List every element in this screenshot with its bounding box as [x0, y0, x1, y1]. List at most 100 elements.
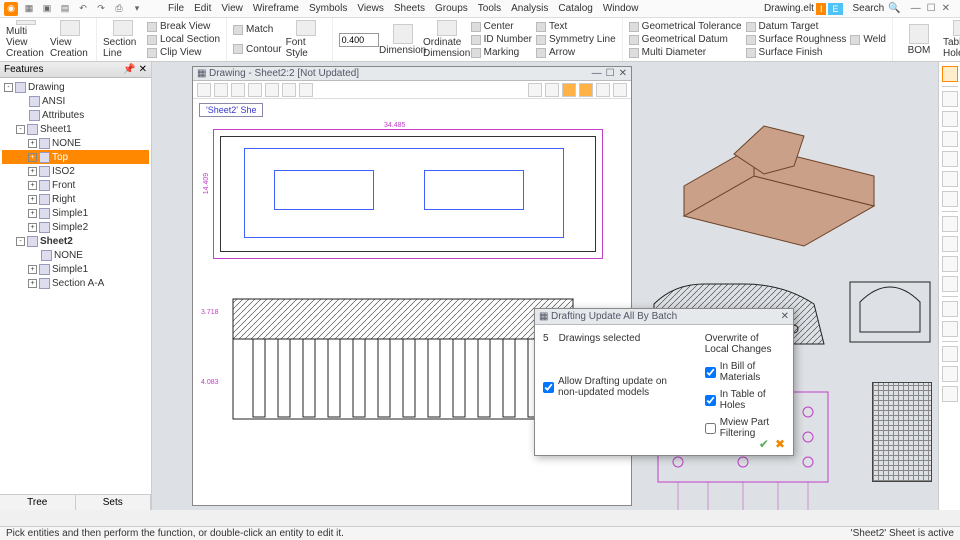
snap-tool[interactable]: [942, 366, 958, 382]
marking-button[interactable]: Marking: [471, 47, 532, 58]
doc-tool-7[interactable]: [299, 83, 313, 97]
doc-max-icon[interactable]: ☐: [606, 68, 615, 79]
close-icon[interactable]: ✕: [942, 3, 950, 14]
center-button[interactable]: Center: [471, 21, 532, 32]
doc-tool-4[interactable]: [248, 83, 262, 97]
search-box[interactable]: Search🔍: [853, 3, 901, 14]
spline-tool[interactable]: [942, 191, 958, 207]
text-button[interactable]: Text: [536, 21, 616, 32]
break-view-button[interactable]: Break View: [147, 21, 220, 32]
tree-node[interactable]: +Section A-A: [2, 276, 149, 290]
tree-node[interactable]: -Sheet1: [2, 122, 149, 136]
menu-views[interactable]: Views: [357, 3, 384, 14]
qat-more-icon[interactable]: ▾: [130, 2, 144, 16]
tree-node[interactable]: +Simple1: [2, 206, 149, 220]
select-tool[interactable]: [942, 66, 958, 82]
new-icon[interactable]: ▦: [22, 2, 36, 16]
tree-node[interactable]: NONE: [2, 248, 149, 262]
symmetry-button[interactable]: Symmetry Line: [536, 34, 616, 45]
measure-tool[interactable]: [942, 346, 958, 362]
surface-rough-button[interactable]: Surface Roughness: [746, 34, 847, 45]
offset-tool[interactable]: [942, 256, 958, 272]
multi-view-button[interactable]: Multi View Creation: [6, 20, 46, 59]
tab-badge-1[interactable]: I: [816, 3, 827, 15]
tree-node[interactable]: +Right: [2, 192, 149, 206]
doc-tool-8[interactable]: [528, 83, 542, 97]
id-number-button[interactable]: ID Number: [471, 34, 532, 45]
geo-datum-button[interactable]: Geometrical Datum: [629, 34, 742, 45]
table-holes-button[interactable]: Table of Holes: [943, 20, 960, 59]
doc-tool-6[interactable]: [282, 83, 296, 97]
tree-tab-sets[interactable]: Sets: [76, 495, 152, 510]
geo-tol-button[interactable]: Geometrical Tolerance: [629, 21, 742, 32]
doc-tool-12[interactable]: [596, 83, 610, 97]
mview-checkbox[interactable]: Mview Part Filtering: [705, 417, 785, 439]
document-window-header[interactable]: ▦ Drawing - Sheet2:2 [Not Updated] —☐✕: [193, 67, 631, 81]
menu-window[interactable]: Window: [603, 3, 639, 14]
rect-tool[interactable]: [942, 111, 958, 127]
settings-tool[interactable]: [942, 386, 958, 402]
tree-node[interactable]: +Front: [2, 178, 149, 192]
menu-wireframe[interactable]: Wireframe: [253, 3, 299, 14]
arrow-button[interactable]: Arrow: [536, 47, 616, 58]
mirror-tool[interactable]: [942, 276, 958, 292]
doc-tool-3[interactable]: [231, 83, 245, 97]
feature-tree[interactable]: -DrawingANSIAttributes-Sheet1+NONE+Top+I…: [0, 78, 151, 494]
menu-catalog[interactable]: Catalog: [558, 3, 592, 14]
datum-target-button[interactable]: Datum Target: [746, 21, 847, 32]
tree-node[interactable]: +Simple1: [2, 262, 149, 276]
features-pin-icon[interactable]: 📌 ✕: [123, 64, 147, 75]
tree-node[interactable]: -Sheet2: [2, 234, 149, 248]
extend-tool[interactable]: [942, 236, 958, 252]
sheet-tab[interactable]: 'Sheet2' She: [199, 103, 263, 117]
match-button[interactable]: Match: [233, 24, 282, 35]
maximize-icon[interactable]: ☐: [927, 3, 936, 14]
doc-min-icon[interactable]: —: [592, 68, 602, 79]
local-section-button[interactable]: Local Section: [147, 34, 220, 45]
toh-checkbox[interactable]: In Table of Holes: [705, 389, 785, 411]
minimize-icon[interactable]: —: [911, 3, 921, 14]
tree-node[interactable]: -Drawing: [2, 80, 149, 94]
clip-view-button[interactable]: Clip View: [147, 47, 220, 58]
save-icon[interactable]: ▤: [58, 2, 72, 16]
doc-tool-10[interactable]: [562, 83, 576, 97]
tree-node[interactable]: ANSI: [2, 94, 149, 108]
print-icon[interactable]: ⎙: [112, 2, 126, 16]
doc-tool-2[interactable]: [214, 83, 228, 97]
menu-sheets[interactable]: Sheets: [394, 3, 425, 14]
tree-node[interactable]: +Simple2: [2, 220, 149, 234]
circle-tool[interactable]: [942, 131, 958, 147]
surface-finish-button[interactable]: Surface Finish: [746, 47, 847, 58]
menu-analysis[interactable]: Analysis: [511, 3, 548, 14]
trim-tool[interactable]: [942, 216, 958, 232]
allow-update-checkbox[interactable]: Allow Drafting update on non-updated mod…: [543, 376, 685, 398]
view-creation-button[interactable]: View Creation: [50, 20, 90, 59]
menu-tools[interactable]: Tools: [478, 3, 501, 14]
tree-node[interactable]: +NONE: [2, 136, 149, 150]
menu-file[interactable]: File: [168, 3, 184, 14]
tree-node[interactable]: +Top: [2, 150, 149, 164]
menu-edit[interactable]: Edit: [194, 3, 211, 14]
font-style-button[interactable]: Font Style: [286, 20, 326, 59]
open-icon[interactable]: ▣: [40, 2, 54, 16]
undo-icon[interactable]: ↶: [76, 2, 90, 16]
doc-tool-13[interactable]: [613, 83, 627, 97]
section-line-button[interactable]: Section Line: [103, 20, 143, 59]
dialog-cancel-icon[interactable]: ✖: [775, 437, 785, 451]
ordinate-dim-button[interactable]: Ordinate Dimension: [427, 20, 467, 59]
contour-button[interactable]: Contour: [233, 44, 282, 55]
doc-tool-1[interactable]: [197, 83, 211, 97]
dialog-close-icon[interactable]: ✕: [781, 311, 789, 322]
dialog-ok-icon[interactable]: ✔: [759, 437, 769, 451]
doc-tool-9[interactable]: [545, 83, 559, 97]
tab-badge-2[interactable]: E: [828, 3, 842, 15]
line-tool[interactable]: [942, 91, 958, 107]
dim-tool[interactable]: [942, 301, 958, 317]
menu-groups[interactable]: Groups: [435, 3, 468, 14]
redo-icon[interactable]: ↷: [94, 2, 108, 16]
tree-node[interactable]: Attributes: [2, 108, 149, 122]
app-icon[interactable]: ◉: [4, 2, 18, 16]
dimension-button[interactable]: Dimension: [383, 20, 423, 59]
menu-view[interactable]: View: [221, 3, 243, 14]
doc-tool-11[interactable]: [579, 83, 593, 97]
